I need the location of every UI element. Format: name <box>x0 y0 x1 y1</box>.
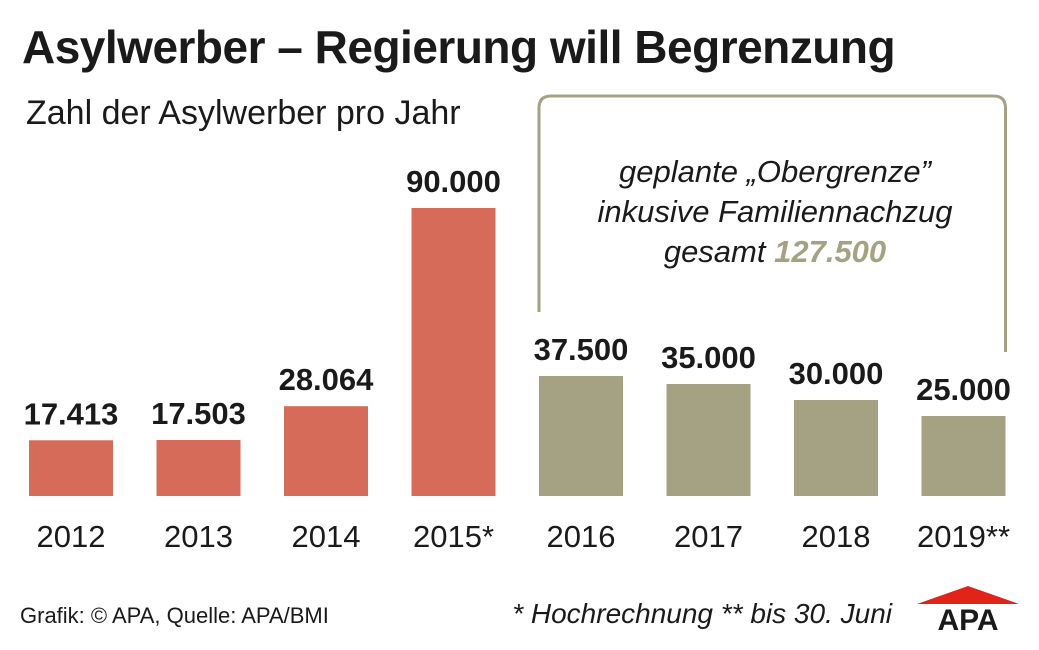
chart-title: Asylwerber – Regierung will Begrenzung <box>22 21 896 73</box>
value-label: 28.064 <box>279 362 375 397</box>
value-label: 30.000 <box>789 356 884 391</box>
category-label: 2019** <box>917 519 1010 554</box>
category-label: 2014 <box>292 519 361 554</box>
annotation-line-3: gesamt 127.500 <box>545 232 1005 272</box>
bar-2019 <box>921 416 1006 496</box>
apa-logo-text: APA <box>937 604 998 630</box>
bar-2015 <box>411 208 496 496</box>
category-label: 2012 <box>37 519 106 554</box>
category-label: 2018 <box>802 519 871 554</box>
chart-subtitle: Zahl der Asylwerber pro Jahr <box>26 94 461 132</box>
category-label: 2013 <box>164 519 233 554</box>
annotation-total-value: 127.500 <box>774 234 887 269</box>
source-credit: Grafik: © APA, Quelle: APA/BMI <box>20 603 329 628</box>
category-label: 2016 <box>547 519 616 554</box>
value-label: 35.000 <box>661 340 756 375</box>
apa-logo-roof <box>917 586 1019 604</box>
annotation-line-1: geplante „Obergrenze” <box>619 154 931 189</box>
value-label: 17.503 <box>151 396 246 431</box>
category-label: 2015* <box>413 519 494 554</box>
bar-2018 <box>794 400 878 496</box>
value-label: 90.000 <box>406 164 501 199</box>
value-label: 17.413 <box>24 396 119 431</box>
bar-2013 <box>156 439 241 496</box>
category-label: 2017 <box>674 519 743 554</box>
bar-2012 <box>29 440 113 496</box>
bar-2016 <box>539 376 623 496</box>
obergrenze-annotation: geplante „Obergrenze” inkusive Familienn… <box>545 152 1005 272</box>
value-label: 37.500 <box>534 332 629 367</box>
annotation-total-prefix: gesamt <box>663 234 775 269</box>
bar-2017 <box>666 384 751 496</box>
obergrenze-bracket <box>537 94 1007 352</box>
value-label: 25.000 <box>916 372 1011 407</box>
annotation-line-2: inkusive Familiennachzug <box>597 194 953 229</box>
apa-logo: APA <box>917 586 1019 630</box>
footnote: * Hochrechnung ** bis 30. Juni <box>512 598 892 629</box>
bar-2014 <box>284 406 368 496</box>
